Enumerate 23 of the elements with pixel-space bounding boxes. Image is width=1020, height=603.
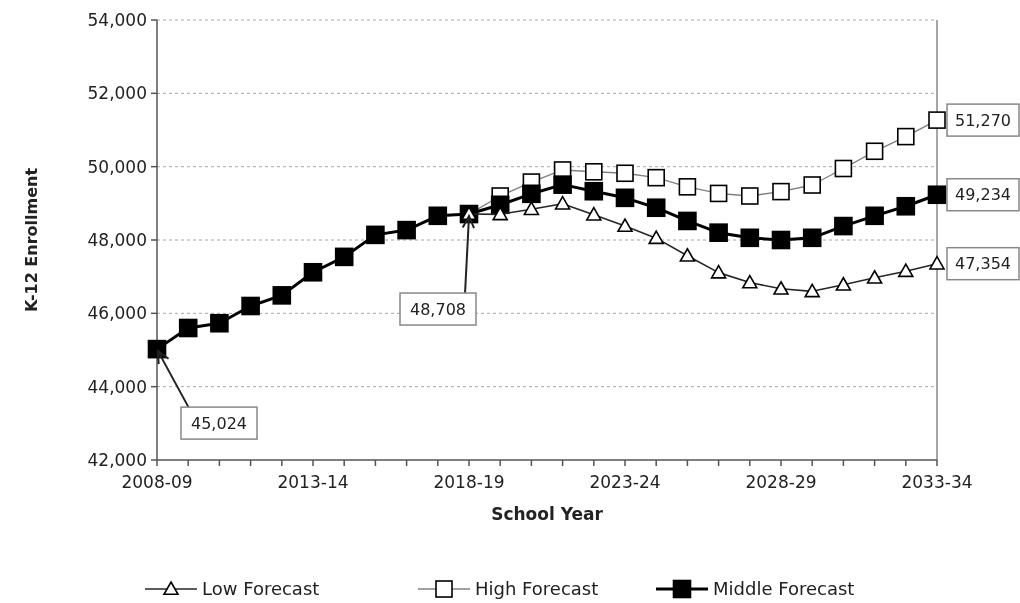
data-label: 51,270	[955, 110, 1011, 130]
data-label: 49,234	[955, 185, 1011, 205]
y-tick-label: 42,000	[87, 449, 147, 470]
x-tick-label: 2013-14	[277, 472, 349, 492]
data-label: 47,354	[955, 254, 1011, 274]
x-tick-label: 2028-29	[745, 472, 817, 492]
y-tick-label: 48,000	[87, 229, 147, 250]
y-tick-label: 54,000	[87, 9, 147, 30]
legend-label: Low Forecast	[202, 578, 320, 600]
x-tick-label: 2023-24	[589, 472, 661, 492]
y-axis-title: K-12 Enrollment	[22, 167, 41, 313]
y-tick-label: 52,000	[87, 83, 147, 104]
x-tick-label: 2018-19	[433, 472, 505, 492]
y-tick-label: 46,000	[87, 303, 147, 324]
x-axis-title: School Year	[491, 504, 604, 524]
legend-label: High Forecast	[475, 578, 599, 600]
annotation: 45,024	[191, 413, 247, 433]
legend-label: Middle Forecast	[713, 578, 855, 600]
annotation: 48,708	[410, 299, 466, 319]
x-tick-label: 2008-09	[121, 472, 193, 492]
x-tick-label: 2033-34	[901, 472, 973, 492]
y-tick-label: 44,000	[87, 376, 147, 397]
y-tick-label: 50,000	[87, 156, 147, 177]
